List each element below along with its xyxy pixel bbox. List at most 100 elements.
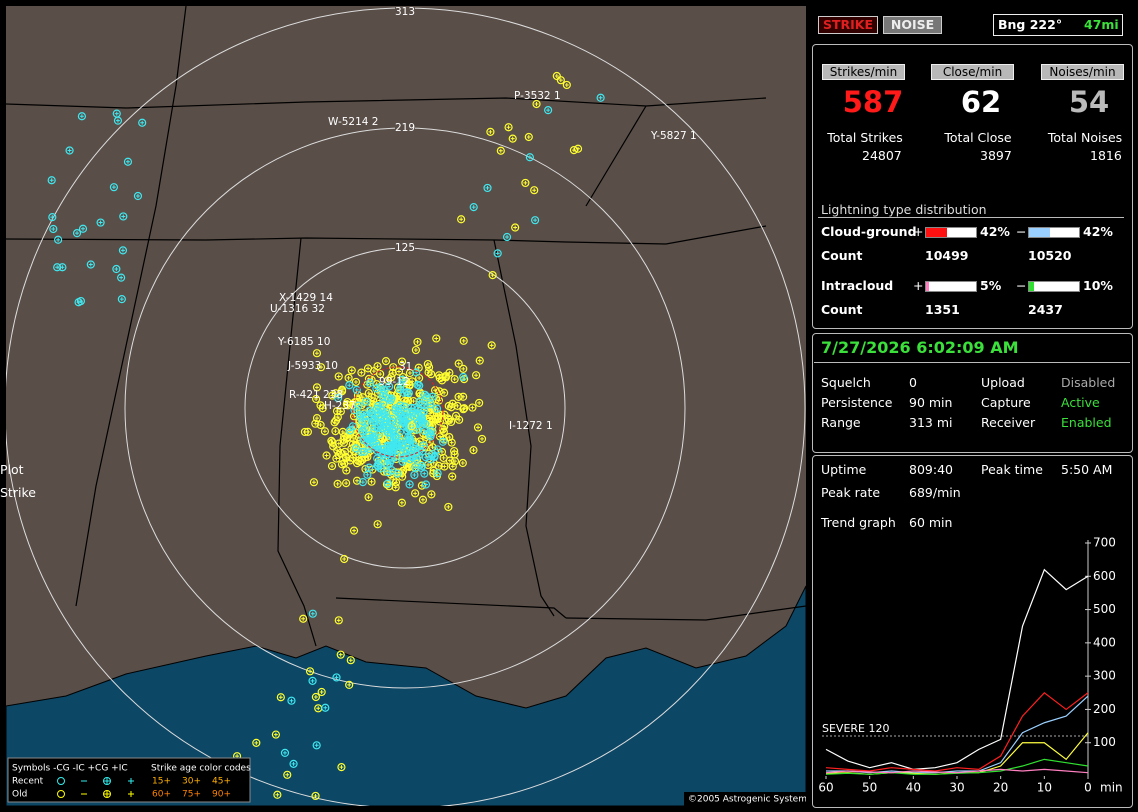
- strike-symbol: [395, 471, 400, 476]
- rate-button[interactable]: Strikes/min: [822, 64, 905, 80]
- strike-symbol: [513, 225, 518, 230]
- strike-symbol: [367, 409, 376, 418]
- strike-symbol: [336, 618, 341, 623]
- noise-button[interactable]: NOISE: [883, 16, 942, 34]
- strike-symbol: [344, 468, 349, 473]
- strike-symbol: [338, 652, 343, 657]
- strike-symbol: [135, 194, 140, 199]
- strike-symbol: [416, 365, 421, 370]
- border: [75, 6, 187, 607]
- strike-symbol: [442, 424, 447, 429]
- strike-symbol: [336, 650, 345, 659]
- strike-symbol: [461, 407, 466, 412]
- strike-symbol: [364, 399, 369, 404]
- close-rate: 62: [960, 85, 1002, 119]
- stat: 60 min: [909, 515, 953, 530]
- strike-symbol: [382, 416, 391, 425]
- strike-symbol: [276, 693, 285, 702]
- strike-symbol: [391, 447, 396, 452]
- strike-symbol: [98, 220, 103, 225]
- strike-symbol: [391, 483, 400, 492]
- total-label: Total Close: [944, 130, 1012, 145]
- strike-symbol: [426, 455, 435, 464]
- rate-button[interactable]: Noises/min: [1041, 64, 1124, 80]
- strike-symbol: [365, 472, 370, 477]
- strike-symbol: [469, 446, 478, 455]
- strike-symbol: [461, 394, 466, 399]
- strike-symbol: [387, 414, 397, 423]
- strike-symbol: [447, 417, 456, 427]
- close-storm-ring: [352, 366, 444, 458]
- strike-symbol: [114, 111, 119, 116]
- stat: Uptime: [821, 462, 867, 477]
- strike-symbol: [376, 413, 381, 418]
- strike-symbol: [327, 461, 337, 471]
- strike-symbol: [385, 481, 390, 486]
- station-label: I-1272 1: [509, 420, 553, 432]
- stat: Trend graph: [821, 515, 896, 530]
- strike-symbol: [395, 385, 404, 394]
- sign: +: [913, 224, 924, 239]
- strike-symbol: [394, 397, 399, 402]
- rate-button[interactable]: Close/min: [931, 64, 1014, 80]
- strike-symbol: [278, 695, 283, 700]
- strike-symbol: [311, 791, 320, 801]
- y-tick-label: 100: [1093, 735, 1116, 749]
- strike-symbol: [273, 790, 282, 799]
- strike-symbol: [450, 401, 455, 406]
- pct-label: 5%: [980, 278, 1002, 293]
- strike-symbol: [409, 424, 414, 429]
- strike-symbol: [350, 405, 359, 415]
- strike-symbol: [413, 491, 418, 496]
- gulf-water: [6, 585, 806, 806]
- count: 1351: [925, 302, 960, 317]
- border: [6, 225, 767, 245]
- strike-symbol: [400, 474, 405, 479]
- strike-symbol: [426, 400, 435, 409]
- strike-symbol: [408, 453, 417, 462]
- station-label: P-3532 1: [514, 90, 561, 102]
- strike-symbol: [381, 391, 386, 396]
- strike-symbol: [366, 495, 371, 500]
- strike-symbol: [354, 387, 359, 392]
- station-label: J-5933 10: [287, 360, 338, 372]
- strike-symbol: [123, 157, 133, 166]
- strike-symbol: [378, 372, 383, 377]
- strike-symbol: [477, 434, 487, 444]
- strike-symbol: [317, 687, 326, 697]
- strike-symbol: [336, 374, 341, 379]
- type-label: Cloud-ground: [821, 224, 917, 239]
- strike-symbol: [340, 447, 349, 456]
- strike-button[interactable]: STRIKE: [818, 16, 878, 34]
- strike-symbol: [417, 376, 422, 381]
- strike-symbol: [397, 429, 402, 434]
- strike-symbol: [405, 368, 415, 378]
- strike-symbol: [347, 428, 352, 433]
- strike-symbol: [371, 445, 376, 450]
- strike-symbol: [400, 402, 409, 411]
- strike-symbol: [407, 482, 412, 487]
- station-label: 99-12: [379, 376, 410, 388]
- strike-symbol: [527, 155, 532, 160]
- strike-symbol: [117, 295, 126, 304]
- strike-symbol: [488, 129, 493, 134]
- strike-symbol: [354, 401, 363, 410]
- strike-symbol: [319, 689, 324, 694]
- strike-symbol: [428, 402, 433, 407]
- strike-symbol: [493, 249, 502, 258]
- strike-symbol: [422, 392, 427, 397]
- legend-text: Old: [12, 790, 27, 800]
- strike-symbol: [323, 705, 328, 710]
- strike-symbol: [389, 375, 394, 380]
- strike-symbol: [112, 264, 121, 274]
- strike-symbol: [48, 213, 57, 222]
- strike-symbol: [358, 455, 367, 465]
- strike-symbol: [342, 479, 351, 488]
- strike-symbol: [384, 394, 393, 403]
- strike-symbol: [283, 770, 292, 779]
- count-label: Count: [821, 302, 863, 317]
- strike-symbol: [81, 226, 86, 231]
- strike-symbol: [314, 397, 319, 402]
- strike-symbol: [362, 449, 367, 454]
- strike-symbol: [114, 267, 119, 272]
